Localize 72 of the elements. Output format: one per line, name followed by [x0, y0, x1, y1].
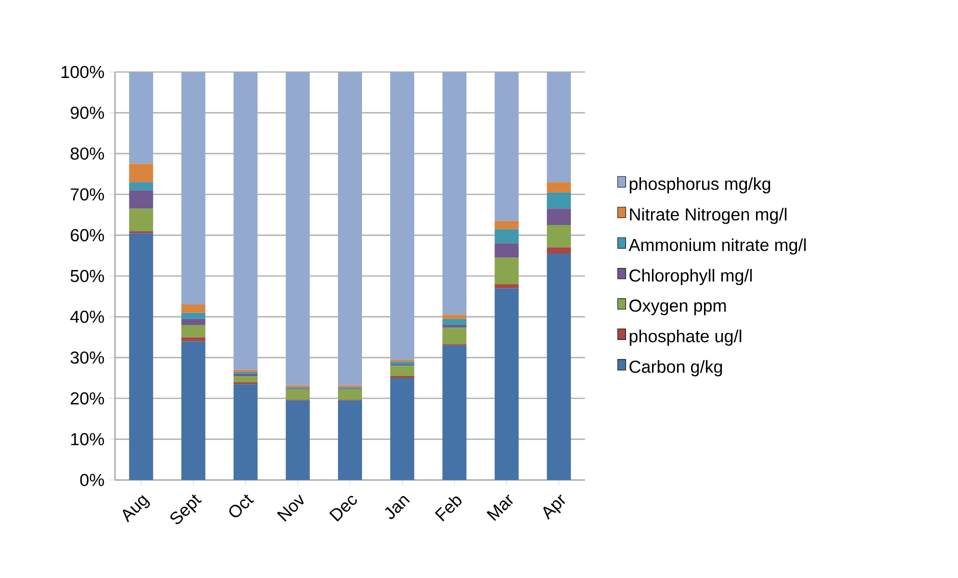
- legend-label: Chlorophyll mg/l: [630, 268, 752, 286]
- x-tick-label: Feb: [434, 496, 462, 522]
- bar: [129, 72, 154, 164]
- bar: [494, 288, 519, 480]
- bar: [494, 258, 519, 284]
- legend-label: Nitrate Nitrogen mg/l: [630, 208, 786, 224]
- x-tick-label: Apr: [543, 494, 566, 520]
- bar: [181, 312, 206, 319]
- x-tick-label: Dec: [329, 496, 357, 522]
- bar: [390, 362, 414, 365]
- bar: [442, 345, 466, 480]
- bar: [181, 324, 206, 338]
- bar: [442, 72, 466, 315]
- y-tick-label: 0%: [80, 474, 104, 486]
- bar: [129, 182, 154, 190]
- bar: [442, 314, 466, 319]
- y-tick-label: 70%: [70, 188, 104, 201]
- bar: [338, 400, 362, 480]
- bar: [390, 378, 414, 480]
- bar: [286, 72, 310, 386]
- bar: [286, 400, 310, 480]
- bar: [546, 224, 571, 248]
- legend-label: Oxygen ppm: [629, 299, 726, 316]
- bar: [442, 324, 466, 328]
- bar: [234, 376, 258, 382]
- bar: [181, 337, 206, 342]
- bar: [442, 318, 466, 325]
- bar: [494, 220, 519, 230]
- x-tick-label: Jan: [384, 496, 410, 520]
- bar: [129, 164, 154, 182]
- bar: [129, 190, 154, 209]
- bar: [338, 389, 362, 400]
- legend-label: phosphorus mg/kg: [630, 177, 770, 194]
- y-tick-label: 10%: [71, 433, 104, 446]
- bar: [546, 208, 571, 225]
- legend-label: Ammonium nitrate mg/l: [628, 238, 806, 255]
- bar: [129, 208, 154, 232]
- y-tick-label: 50%: [70, 270, 104, 282]
- bar: [494, 72, 519, 221]
- bar: [546, 192, 571, 209]
- legend-label: Carbon g/kg: [630, 360, 722, 376]
- bar: [546, 247, 571, 254]
- x-tick-label: Nov: [276, 494, 304, 522]
- y-tick-label: 20%: [70, 392, 104, 405]
- y-tick-label: 30%: [70, 351, 104, 364]
- x-tick-label: Oct: [229, 494, 254, 518]
- bar: [546, 72, 571, 182]
- bar: [234, 72, 258, 370]
- y-tick-label: 40%: [70, 310, 104, 323]
- x-tick-label: Mar: [486, 494, 513, 521]
- bar: [494, 229, 519, 244]
- y-tick-label: 60%: [70, 229, 104, 242]
- x-tick-label: Aug: [122, 495, 150, 523]
- bar: [338, 72, 362, 386]
- bar: [494, 243, 519, 258]
- bar: [181, 72, 206, 305]
- bar: [494, 284, 519, 288]
- bar: [181, 341, 206, 480]
- bar: [390, 72, 414, 360]
- bar: [546, 182, 571, 192]
- bar: [181, 318, 206, 325]
- legend-label: phosphate ug/l: [630, 330, 742, 346]
- bar: [442, 328, 466, 344]
- y-tick-label: 90%: [70, 106, 104, 119]
- bar: [546, 254, 571, 480]
- bar: [181, 304, 206, 313]
- y-tick-label: 80%: [70, 147, 104, 160]
- bar: [286, 389, 310, 400]
- bar: [234, 384, 258, 480]
- y-tick-label: 100%: [62, 66, 104, 78]
- bar: [129, 233, 154, 480]
- bar: [390, 366, 414, 376]
